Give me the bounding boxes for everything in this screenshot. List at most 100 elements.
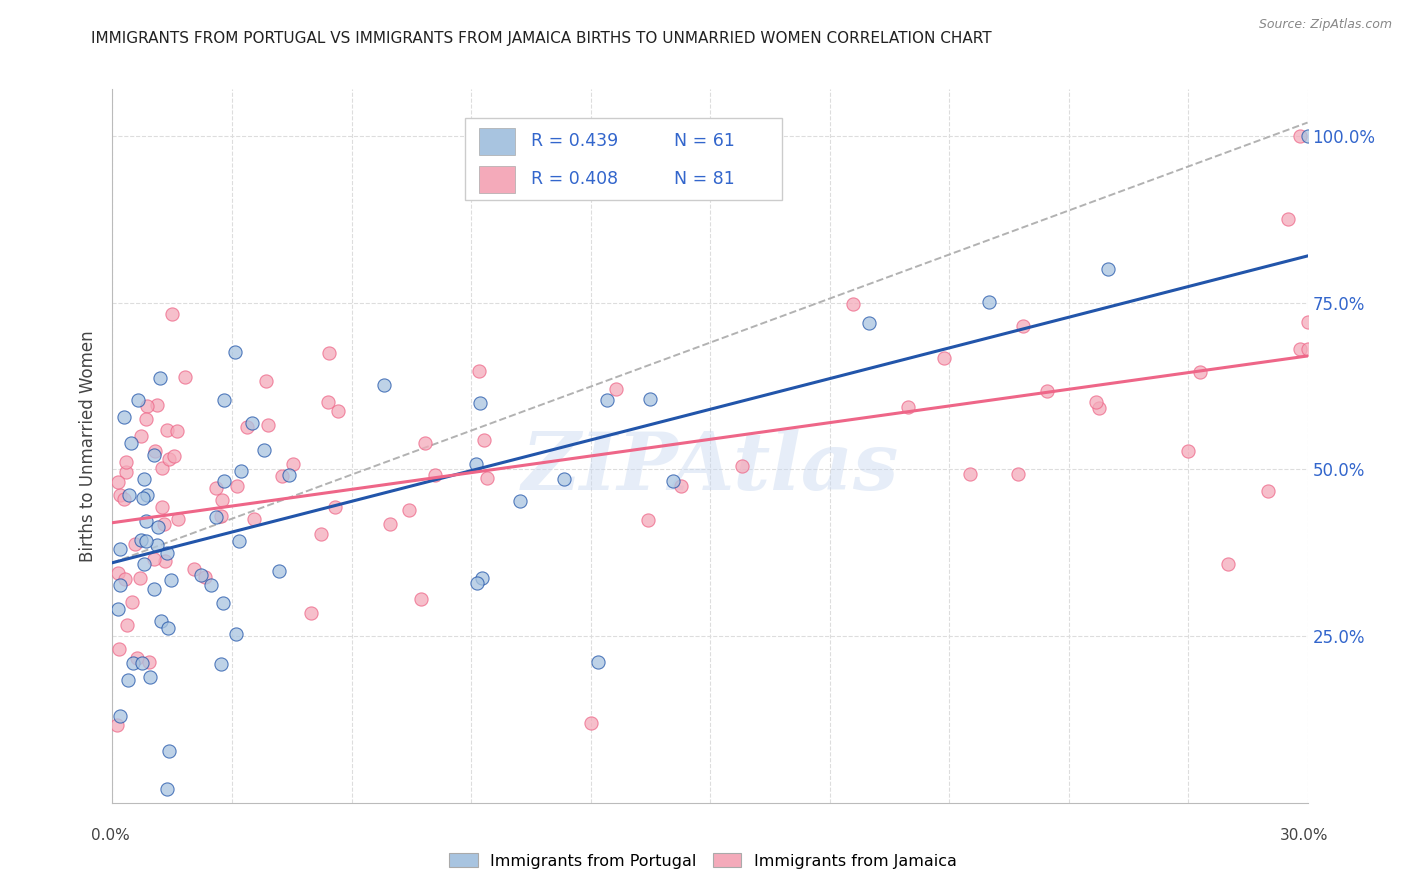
Point [157,622,180,636]
Point [121,595,143,609]
Point [117,673,139,687]
Point [224,345,246,359]
Point [142,552,165,566]
Point [1257,484,1279,499]
Point [134,557,156,571]
Point [467,364,489,378]
Point [114,572,136,586]
Point [121,656,143,670]
Text: N = 61: N = 61 [675,132,735,150]
Point [136,488,159,502]
Point [1035,384,1057,398]
Text: 30.0%: 30.0% [1281,828,1329,843]
Point [131,656,153,670]
Bar [479,128,515,155]
Point [378,517,401,532]
Point [110,709,132,723]
Point [465,457,488,471]
Point [212,596,235,610]
Point [150,460,173,475]
Point [932,351,955,366]
Point [1084,395,1107,409]
Point [640,128,662,143]
Point [127,393,149,408]
Point [281,458,304,472]
Text: R = 0.408: R = 0.408 [531,170,617,188]
Point [148,520,170,534]
Point [1216,557,1239,571]
Point [117,618,139,632]
Text: R = 0.439: R = 0.439 [531,132,619,150]
Bar [479,166,515,193]
Point [409,591,432,606]
Point [228,534,250,549]
Point [465,575,488,590]
Point [156,423,179,437]
Point [640,392,662,406]
Point [1189,365,1212,379]
Point [142,448,165,462]
Point [108,577,131,591]
Point [1296,342,1319,356]
Point [107,602,129,616]
Point [468,396,491,410]
Point [129,571,152,585]
Point [243,512,266,526]
Point [157,452,180,467]
Text: ZIPAtlas: ZIPAtlas [522,429,898,506]
Point [212,392,235,407]
FancyBboxPatch shape [465,118,782,200]
Text: IMMIGRANTS FROM PORTUGAL VS IMMIGRANTS FROM JAMAICA BIRTHS TO UNMARRIED WOMEN CO: IMMIGRANTS FROM PORTUGAL VS IMMIGRANTS F… [91,31,993,46]
Y-axis label: Births to Unmarried Women: Births to Unmarried Women [79,330,97,562]
Point [156,782,179,797]
Point [325,500,347,514]
Point [398,502,420,516]
Point [509,494,531,508]
Point [423,467,446,482]
Point [328,404,350,418]
Point [605,382,627,396]
Point [135,533,157,548]
Point [107,566,129,580]
Point [138,655,160,669]
Point [143,582,166,596]
Point [134,472,156,486]
Point [1177,443,1199,458]
Point [1296,315,1319,329]
Point [155,554,177,568]
Point [160,307,183,321]
Text: Source: ZipAtlas.com: Source: ZipAtlas.com [1258,18,1392,31]
Point [731,458,754,473]
Point [200,578,222,592]
Point [149,371,172,385]
Point [269,564,291,578]
Point [253,442,276,457]
Point [118,488,141,502]
Point [108,641,131,656]
Point [240,416,263,430]
Point [209,509,232,524]
Point [299,606,322,620]
Point [204,481,226,495]
Point [139,669,162,683]
Point [152,516,174,531]
Point [842,297,865,311]
Point [1011,319,1033,334]
Point [959,467,981,481]
Point [108,487,131,501]
Point [1277,211,1299,226]
Point [166,424,188,438]
Point [278,467,301,482]
Point [120,436,142,450]
Point [114,455,136,469]
Point [1097,262,1119,277]
Point [205,510,228,524]
Point [146,538,169,552]
Point [586,655,609,669]
Point [1288,128,1310,143]
Point [225,479,247,493]
Point [159,743,181,757]
Point [166,512,188,526]
Point [211,657,233,672]
Point [472,433,495,447]
